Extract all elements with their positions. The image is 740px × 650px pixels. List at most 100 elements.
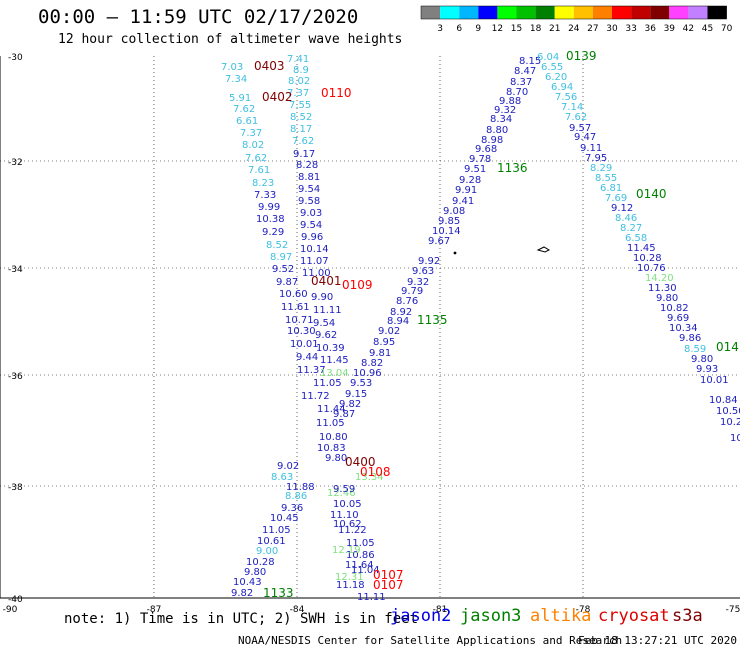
wave-height-reading: 5.91 — [229, 93, 251, 104]
wave-height-reading: 8.46 — [615, 213, 637, 224]
wave-height-reading: 11.45 — [320, 355, 349, 366]
wave-height-reading: 9.81 — [369, 348, 391, 359]
wave-height-reading: 8.37 — [510, 77, 532, 88]
scale-label: 6 — [456, 24, 462, 34]
wave-height-reading: 10.01 — [290, 339, 319, 350]
wave-height-reading: 9.54 — [298, 184, 320, 195]
wave-height-reading: 14.20 — [645, 273, 674, 284]
satellite-legend-s3a: s3a — [672, 606, 703, 626]
wave-height-reading: 11.72 — [301, 391, 330, 402]
pass-time-label: 0109 — [342, 278, 373, 292]
wave-height-reading: 7.95 — [585, 153, 607, 164]
wave-height-reading: 9.69 — [667, 313, 689, 324]
scale-swatch — [631, 6, 651, 19]
scale-label: 39 — [664, 24, 676, 34]
wave-height-reading: 7.03 — [221, 62, 243, 73]
y-tick-label: -40 — [8, 595, 23, 605]
wave-height-reading: 9.88 — [499, 96, 521, 107]
wave-height-reading: 9.29 — [262, 227, 284, 238]
wave-height-reading: 11.00 — [302, 268, 331, 279]
scale-label: 36 — [644, 24, 656, 34]
wave-height-reading: 11.88 — [286, 482, 315, 493]
wave-height-reading: 8.02 — [288, 76, 310, 87]
wave-height-reading: 8.28 — [296, 160, 318, 171]
wave-height-reading: 8.80 — [486, 125, 508, 136]
wave-height-reading: 8.76 — [396, 296, 418, 307]
wave-height-reading: 9.15 — [345, 389, 367, 400]
wave-height-reading: 9.87 — [276, 277, 298, 288]
wave-height-reading: 9.32 — [407, 277, 429, 288]
wave-height-reading: 7.37 — [240, 128, 262, 139]
pass-time-label: 1136 — [497, 161, 528, 175]
wave-height-reading: 9.90 — [311, 292, 333, 303]
wave-height-reading: 8.82 — [361, 358, 383, 369]
scale-swatch — [421, 6, 441, 19]
wave-height-reading: 6.61 — [236, 116, 258, 127]
wave-height-reading: 7.62 — [292, 136, 314, 147]
x-tick-label: -84 — [290, 605, 305, 615]
wave-height-reading: 10.62 — [333, 519, 362, 530]
wave-height-reading: 8.9 — [293, 65, 309, 76]
scale-swatch — [516, 6, 536, 19]
wave-height-reading: 8.15 — [519, 56, 541, 67]
wave-height-reading: 10.28 — [633, 253, 662, 264]
footer-note: note: 1) Time is in UTC; 2) SWH is in fe… — [64, 611, 419, 627]
y-tick-label: -32 — [8, 158, 23, 168]
wave-height-reading: 9.52 — [272, 264, 294, 275]
wave-height-reading: 7.55 — [289, 100, 311, 111]
scale-swatch — [688, 6, 708, 19]
scale-swatch — [459, 6, 479, 19]
wave-height-reading: 10.76 — [637, 263, 666, 274]
wave-height-reading: 11.10 — [330, 510, 359, 521]
wave-height-reading: 10.28 — [246, 557, 275, 568]
pass-time-label: 0107 — [373, 578, 404, 592]
pass-time-labels: 0403 0402 0110 0139 1136 0140 0401 0109 1135 014 0… — [254, 49, 739, 600]
wave-height-reading: 11.11 — [313, 305, 342, 316]
scale-border — [420, 5, 727, 20]
x-tick-label: -87 — [147, 605, 162, 615]
wave-height-reading: 9.00 — [256, 546, 278, 557]
wave-height-reading: 9.80 — [691, 354, 713, 365]
y-tick-label: -36 — [8, 372, 23, 382]
wave-height-reading: 8.55 — [595, 173, 617, 184]
x-tick-label: -90 — [3, 605, 18, 615]
altimeter-tracks: 7.037.345.917.626.617.378.027.627.618.23… — [221, 52, 740, 603]
wave-height-reading: 10.84 — [709, 395, 738, 406]
wave-height-reading: 8.70 — [506, 87, 528, 98]
wave-height-reading: 9.82 — [231, 588, 253, 599]
pass-time-label: 0403 — [254, 59, 285, 73]
pass-time-label: 0140 — [636, 187, 667, 201]
map-frame — [0, 56, 740, 599]
pass-time-label: 0400 — [345, 455, 376, 469]
wave-height-reading: 11.61 — [281, 302, 310, 313]
wave-height-reading: 11.45 — [627, 243, 656, 254]
wave-height-reading: 9.54 — [313, 318, 335, 329]
wave-height-reading: 10.50 — [716, 406, 740, 417]
wave-height-reading: 9.79 — [401, 286, 423, 297]
wave-height-reading: 7.69 — [605, 193, 627, 204]
wave-height-reading: 8.86 — [285, 491, 307, 502]
wave-height-reading: 9.80 — [325, 453, 347, 464]
wave-height-reading: 9.36 — [281, 503, 303, 514]
wave-height-reading: 6.04 — [537, 52, 559, 63]
wave-height-reading: 9.08 — [443, 206, 465, 217]
pass-time-label: 1133 — [263, 586, 294, 600]
wave-height-reading: 9.92 — [418, 256, 440, 267]
scale-label: 15 — [511, 24, 522, 34]
pass-time-label: 0401 — [311, 274, 342, 288]
wave-height-reading: 10.30 — [287, 326, 316, 337]
wave-height-reading: 11.04 — [351, 565, 380, 576]
wave-height-reading: 10.14 — [432, 226, 461, 237]
pass-time-label: 0108 — [360, 465, 391, 479]
island-shape — [536, 246, 551, 253]
wave-height-reading: 8.29 — [590, 163, 612, 174]
y-tick-label: -30 — [8, 53, 23, 63]
wave-height-reading: 9.91 — [455, 185, 477, 196]
wave-height-reading: 8.23 — [252, 178, 274, 189]
pass-time-label: 0139 — [566, 49, 597, 63]
x-tick-label: -78 — [576, 605, 591, 615]
scale-label: 42 — [683, 24, 694, 34]
x-tick-label: -81 — [433, 605, 448, 615]
